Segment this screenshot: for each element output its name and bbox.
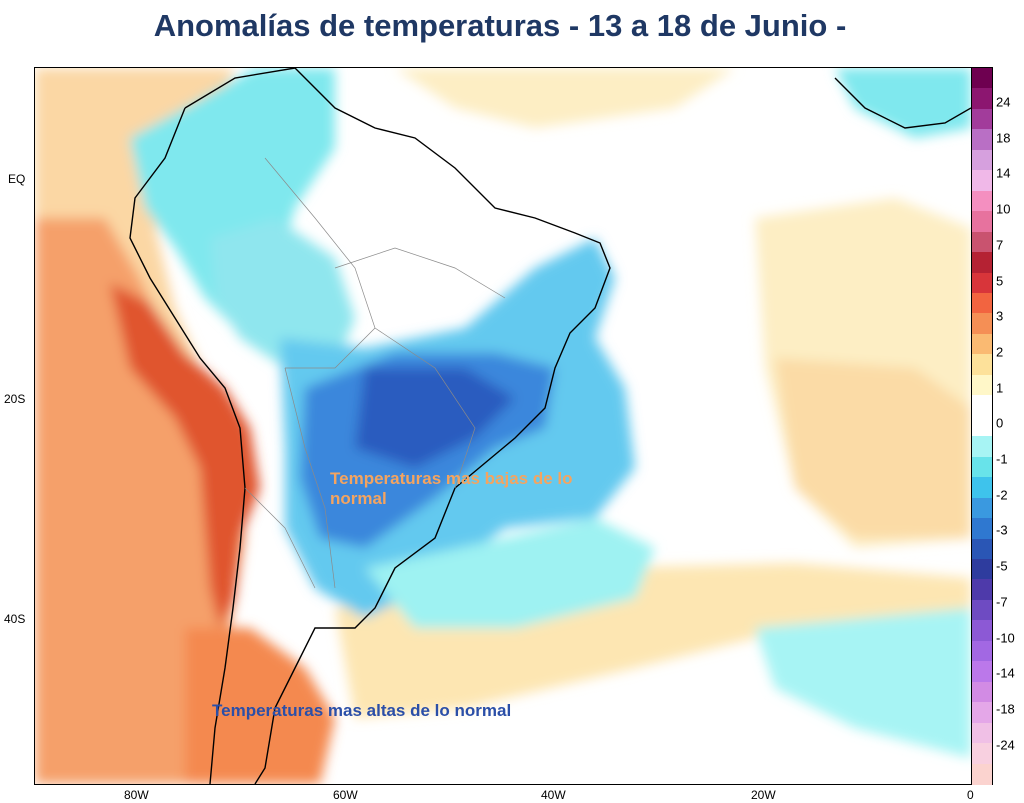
colorbar-cell xyxy=(972,170,992,192)
colorbar-label: 5 xyxy=(996,273,1004,288)
cold-anomaly-atlantic-plume xyxy=(365,518,655,628)
colorbar-cell xyxy=(972,252,992,274)
cold-anomaly-label: Temperaturas mas bajas de lo normal xyxy=(330,469,573,508)
warm-anomaly-east-atlantic xyxy=(775,358,971,538)
colorbar-label: 7 xyxy=(996,237,1004,253)
colorbar-cell xyxy=(972,313,992,335)
colorbar-cell xyxy=(972,436,992,458)
colorbar-cell xyxy=(972,68,992,89)
colorbar-cell xyxy=(972,88,992,110)
colorbar-label: -1 xyxy=(996,451,1008,467)
colorbar-cell xyxy=(972,599,992,621)
colorbar-cell xyxy=(972,620,992,642)
latitude-label-20s: 20S xyxy=(4,392,26,406)
colorbar-label: -24 xyxy=(996,737,1015,753)
colorbar-label: 1 xyxy=(996,380,1004,396)
colorbar-cell xyxy=(972,743,992,765)
colorbar-label: 18 xyxy=(996,130,1011,146)
longitude-label-80w: 80W xyxy=(124,788,149,802)
cold-anomaly-amazon xyxy=(210,218,355,368)
colorbar-label: 3 xyxy=(996,308,1004,324)
colorbar-label: 24 xyxy=(996,94,1011,110)
africa-coastline xyxy=(834,77,971,129)
colorbar-cell xyxy=(972,129,992,151)
colorbar-cell xyxy=(972,395,992,417)
colorbar-label: -14 xyxy=(996,665,1015,681)
colorbar-cell xyxy=(972,374,992,396)
warm-anomaly-patagonia xyxy=(185,628,335,784)
colorbar-label: -3 xyxy=(996,522,1008,538)
colorbar-label: 0 xyxy=(996,415,1004,431)
longitude-label-20w: 20W xyxy=(751,788,776,802)
colorbar-cell xyxy=(972,231,992,253)
colorbar-cell xyxy=(972,456,992,478)
cold-anomaly-west-andes xyxy=(130,68,335,328)
colorbar-cell xyxy=(972,333,992,355)
warm-anomaly-andes-strong xyxy=(110,283,260,628)
temperature-anomaly-map xyxy=(34,67,972,785)
colorbar-cell xyxy=(972,763,992,785)
colorbar-cell xyxy=(972,579,992,601)
colorbar-cell xyxy=(972,149,992,171)
colorbar-label: 10 xyxy=(996,201,1011,217)
cold-anomaly-core xyxy=(355,368,515,468)
colorbar-label: -7 xyxy=(996,594,1008,610)
colorbar-label: -2 xyxy=(996,487,1008,503)
colorbar-label: -5 xyxy=(996,558,1008,574)
colorbar-cell xyxy=(972,272,992,294)
colorbar-cell xyxy=(972,477,992,499)
colorbar xyxy=(971,67,993,785)
colorbar-cell xyxy=(972,190,992,212)
warm-anomaly-label: Temperaturas mas altas de lo normal xyxy=(212,701,512,720)
map-title: Anomalías de temperaturas - 13 a 18 de J… xyxy=(153,8,847,43)
colorbar-cell xyxy=(972,702,992,724)
colorbar-cell xyxy=(972,681,992,703)
longitude-label-0: 0 xyxy=(967,788,974,802)
longitude-label-40w: 40W xyxy=(541,788,566,802)
colorbar-label: 2 xyxy=(996,344,1004,360)
longitude-label-60w: 60W xyxy=(333,788,358,802)
south-america-coastline xyxy=(184,68,611,784)
colorbar-label: 14 xyxy=(996,165,1011,181)
latitude-label-40s: 40S xyxy=(4,612,26,626)
map-canvas xyxy=(35,68,971,784)
colorbar-cell xyxy=(972,497,992,519)
colorbar-cell xyxy=(972,722,992,744)
colorbar-cell xyxy=(972,211,992,233)
colorbar-label: -18 xyxy=(996,701,1015,717)
colorbar-cell xyxy=(972,354,992,376)
colorbar-cell xyxy=(972,640,992,662)
south-america-west-coast xyxy=(129,107,246,784)
coastlines xyxy=(129,68,971,784)
colorbar-cell xyxy=(972,415,992,437)
colorbar-cell xyxy=(972,558,992,580)
colorbar-cell xyxy=(972,518,992,540)
colorbar-cell xyxy=(972,661,992,683)
cold-anomaly-southeast-atlantic xyxy=(755,608,971,758)
cold-anomaly-africa xyxy=(835,68,971,138)
colorbar-label: -10 xyxy=(996,630,1015,645)
country-borders xyxy=(244,157,506,589)
colorbar-cell xyxy=(972,108,992,130)
colorbar-cell xyxy=(972,538,992,560)
latitude-label-eq: EQ xyxy=(8,172,26,186)
colorbar-cell xyxy=(972,293,992,315)
warm-anomaly-north xyxy=(395,68,735,128)
